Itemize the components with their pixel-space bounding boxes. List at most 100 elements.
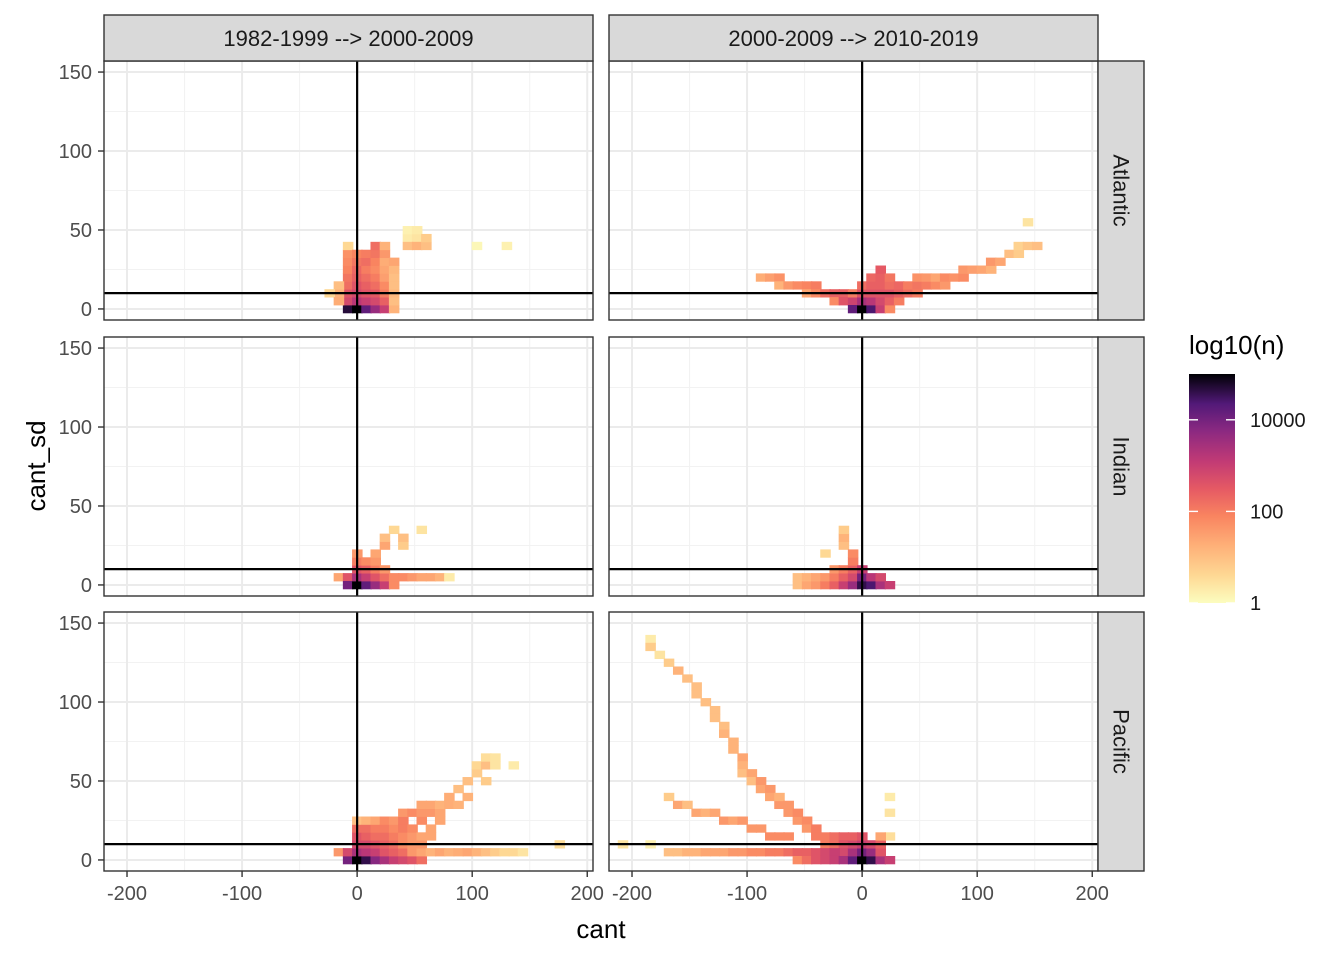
heatmap-cell bbox=[425, 824, 437, 833]
heatmap-cell bbox=[829, 855, 840, 865]
heatmap-cell bbox=[866, 580, 877, 590]
heatmap-cell bbox=[342, 580, 354, 590]
heatmap-cell bbox=[434, 816, 446, 825]
heatmap-cell bbox=[709, 848, 721, 857]
heatmap-cell bbox=[342, 304, 354, 314]
heatmap-cell bbox=[682, 848, 693, 857]
heatmap-cell bbox=[645, 642, 656, 652]
heatmap-cell bbox=[388, 525, 400, 535]
legend-break-label: 1 bbox=[1250, 593, 1261, 615]
heatmap-cell bbox=[398, 824, 409, 833]
heatmap-cell bbox=[820, 580, 831, 590]
heatmap-cell bbox=[1013, 241, 1025, 251]
heatmap-cell bbox=[370, 265, 382, 274]
heatmap-cell bbox=[416, 573, 428, 582]
heatmap-cell bbox=[453, 848, 464, 857]
heatmap-cell bbox=[370, 297, 382, 306]
heatmap-cell bbox=[499, 848, 510, 857]
heatmap-cell bbox=[847, 573, 859, 582]
heatmap-cell bbox=[866, 848, 877, 857]
heatmap-cell bbox=[718, 729, 730, 738]
heatmap-cell bbox=[875, 273, 887, 282]
heatmap-cell bbox=[838, 297, 850, 306]
heatmap-cell bbox=[379, 265, 391, 274]
panel-border bbox=[103, 611, 594, 872]
heatmap-cell bbox=[893, 297, 905, 306]
heatmap-cell bbox=[370, 281, 382, 290]
heatmap-cell bbox=[709, 705, 721, 715]
heatmap-cell bbox=[416, 832, 428, 841]
heatmap-cell bbox=[645, 634, 656, 644]
heatmap-cell bbox=[425, 808, 437, 817]
heatmap-cell bbox=[361, 832, 372, 841]
heatmap-cell bbox=[801, 281, 813, 290]
heatmap-cell bbox=[718, 848, 730, 857]
heatmap-cell bbox=[765, 273, 776, 282]
heatmap-cell bbox=[985, 257, 997, 266]
heatmap-cell bbox=[517, 848, 529, 857]
heatmap-cell bbox=[471, 848, 483, 857]
heatmap-cell bbox=[333, 297, 345, 306]
heatmap-cell bbox=[811, 824, 822, 833]
x-tick-label: 200 bbox=[571, 883, 604, 905]
heatmap-cell bbox=[398, 573, 409, 582]
heatmap-cell bbox=[370, 249, 382, 259]
heatmap-cell bbox=[342, 573, 354, 582]
heatmap-cell bbox=[958, 273, 969, 282]
heatmap-cell bbox=[471, 241, 483, 251]
heatmap-cell bbox=[976, 265, 988, 274]
heatmap-cell bbox=[847, 832, 859, 841]
heatmap-cell bbox=[746, 848, 758, 857]
heatmap-cell bbox=[811, 848, 822, 857]
heatmap-cell bbox=[737, 761, 748, 770]
heatmap-cell bbox=[379, 541, 391, 550]
heatmap-cell bbox=[480, 761, 492, 770]
heatmap-cell bbox=[801, 573, 813, 582]
heatmap-cell bbox=[388, 573, 400, 582]
heatmap-cell bbox=[402, 241, 414, 251]
y-tick-label: 100 bbox=[59, 417, 92, 439]
row-strip bbox=[1097, 336, 1145, 597]
x-tick-label: -100 bbox=[727, 883, 767, 905]
heatmap-cell bbox=[847, 580, 859, 590]
heatmap-cell bbox=[884, 792, 896, 802]
heatmap-cell bbox=[903, 281, 914, 290]
heatmap-cell bbox=[958, 265, 969, 274]
heatmap-cell bbox=[370, 273, 382, 282]
heatmap-cell bbox=[691, 808, 702, 817]
heatmap-cell bbox=[416, 816, 428, 825]
heatmap-cell bbox=[884, 281, 896, 290]
heatmap-cell bbox=[388, 824, 400, 833]
heatmap-cell bbox=[490, 753, 501, 762]
heatmap-cell bbox=[783, 832, 794, 841]
heatmap-cell bbox=[838, 525, 850, 535]
heatmap-cell bbox=[884, 808, 896, 817]
heatmap-cell bbox=[728, 816, 739, 825]
heatmap-cell bbox=[866, 855, 877, 865]
heatmap-cell bbox=[930, 281, 942, 290]
heatmap-cell bbox=[783, 808, 794, 817]
heatmap-cell bbox=[407, 848, 418, 857]
x-tick-label: 200 bbox=[1076, 883, 1109, 905]
heatmap-cell bbox=[416, 855, 428, 865]
heatmap-cell bbox=[884, 832, 896, 841]
heatmap-cell bbox=[398, 816, 409, 825]
heatmap-cell bbox=[875, 573, 887, 582]
heatmap-cell bbox=[654, 650, 666, 659]
heatmap-cell bbox=[361, 257, 372, 266]
heatmap-cell bbox=[884, 855, 896, 865]
heatmap-cell bbox=[370, 848, 382, 857]
heatmap-cell bbox=[388, 848, 400, 857]
row-strip-label: Atlantic bbox=[1109, 154, 1134, 226]
heatmap-cell bbox=[425, 800, 437, 810]
heatmap-cell bbox=[453, 800, 464, 810]
heatmap-cell bbox=[866, 297, 877, 306]
heatmap-cell bbox=[755, 824, 767, 833]
panel-indian-1 bbox=[103, 336, 594, 597]
heatmap-cell bbox=[379, 533, 391, 542]
heatmap-cell bbox=[866, 273, 877, 282]
heatmap-cell bbox=[379, 273, 391, 282]
heatmap-cell bbox=[388, 816, 400, 825]
heatmap-cell bbox=[471, 769, 483, 778]
